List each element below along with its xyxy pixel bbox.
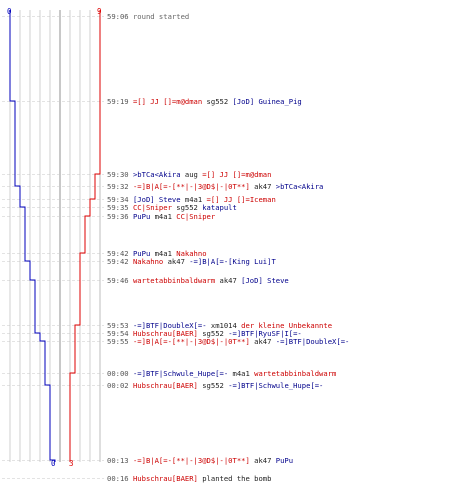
blue-player-name: >bTCa<Akira bbox=[132, 170, 181, 179]
event-row: 00:00 -=]BTF|Schwule_Hupe[=- m4a1 wartet… bbox=[107, 369, 336, 379]
red-player-name: =[] JJ []=Iceman bbox=[206, 195, 276, 204]
event-row: 59:54 Hubschrau[BAER] sg552 -=]BTF|RyuSF… bbox=[107, 329, 302, 339]
red-start-score: 9 bbox=[97, 7, 102, 16]
blue-player-name: >bTCa<Akira bbox=[275, 182, 324, 191]
blue-player-name: -=]BTF|DoubleX[=- bbox=[275, 337, 350, 346]
event-text: ak47 bbox=[215, 276, 242, 285]
red-player-name: Nakahno bbox=[176, 249, 207, 258]
event-time: 59:42 bbox=[107, 257, 133, 266]
event-text: sg552 bbox=[202, 97, 233, 106]
event-time: 59:19 bbox=[107, 97, 133, 106]
red-player-name: =[] JJ []=m@dman bbox=[202, 170, 272, 179]
event-row: 59:55 -=]B|A[=-[**|-|3@D$|-|0T**] ak47 -… bbox=[107, 337, 349, 347]
red-player-name: CC|Sniper bbox=[176, 212, 216, 221]
event-time: 00:13 bbox=[107, 456, 133, 465]
event-text: aug bbox=[180, 170, 203, 179]
red-player-name: -=]B|A[=-[**|-|3@D$|-|0T**] bbox=[132, 182, 250, 191]
event-time: 59:30 bbox=[107, 170, 133, 179]
event-text: ak47 bbox=[163, 257, 190, 266]
event-row: 59:42 Nakahno ak47 -=]B|A[=-[King Lui]T bbox=[107, 257, 276, 267]
event-row: 59:30 >bTCa<Akira aug =[] JJ []=m@dman bbox=[107, 170, 271, 180]
blue-start-score: 0 bbox=[7, 7, 12, 16]
red-player-name: wartetabbinbaldwarm bbox=[254, 369, 337, 378]
event-text: ak47 bbox=[249, 337, 276, 346]
event-time: 59:35 bbox=[107, 203, 133, 212]
red-player-name: Hubschrau[BAER] bbox=[132, 329, 198, 338]
event-text: ak47 bbox=[249, 182, 276, 191]
blue-player-name: -=]BTF|RyuSF|I[=- bbox=[228, 329, 302, 338]
event-row: 59:53 -=]BTF|DoubleX[=- xm1014 der klein… bbox=[107, 321, 332, 331]
blue-player-name: [JoD] Guinea_Pig bbox=[232, 97, 302, 106]
event-text: sg552 bbox=[171, 203, 203, 212]
event-row: 59:06 round started bbox=[107, 12, 189, 22]
red-player-name: der kleine Unbekannte bbox=[241, 321, 333, 330]
event-text: sg552 bbox=[197, 381, 229, 390]
blue-player-name: -=]BTF|DoubleX[=- bbox=[132, 321, 207, 330]
red-player-name: =[] JJ []=m@dman bbox=[132, 97, 203, 106]
blue-player-name: PuPu bbox=[132, 249, 151, 258]
red-player-name: CC|Sniper bbox=[132, 203, 172, 212]
event-text: m4a1 bbox=[150, 249, 177, 258]
event-time: 59:54 bbox=[107, 329, 133, 338]
event-time: 59:34 bbox=[107, 195, 133, 204]
event-row: 59:19 =[] JJ []=m@dman sg552 [JoD] Guine… bbox=[107, 97, 302, 107]
event-text: sg552 bbox=[197, 329, 229, 338]
event-row: 00:13 -=]B|A[=-[**|-|3@D$|-|0T**] ak47 P… bbox=[107, 456, 293, 466]
red-end-score: 3 bbox=[69, 459, 74, 468]
event-time: 00:00 bbox=[107, 369, 133, 378]
red-player-name: -=]B|A[=-[**|-|3@D$|-|0T**] bbox=[132, 456, 250, 465]
blue-player-name: -=]BTF|Schwule_Hupe[=- bbox=[132, 369, 229, 378]
event-time: 59:36 bbox=[107, 212, 133, 221]
event-time: 59:46 bbox=[107, 276, 133, 285]
event-time: 59:06 bbox=[107, 12, 133, 21]
event-time: 59:53 bbox=[107, 321, 133, 330]
red-player-name: wartetabbinbaldwarm bbox=[132, 276, 216, 285]
event-text: round started bbox=[132, 12, 190, 21]
event-text: m4a1 bbox=[180, 195, 207, 204]
blue-player-name: -=]B|A[=-[King Lui]T bbox=[189, 257, 276, 266]
event-time: 59:42 bbox=[107, 249, 133, 258]
blue-player-name: PuPu bbox=[275, 456, 294, 465]
blue-player-name: [JoD] Steve bbox=[241, 276, 289, 285]
event-text: m4a1 bbox=[150, 212, 177, 221]
event-text: xm1014 bbox=[206, 321, 242, 330]
event-row: 59:46 wartetabbinbaldwarm ak47 [JoD] Ste… bbox=[107, 276, 289, 286]
event-time: 00:02 bbox=[107, 381, 133, 390]
red-team-alive-line bbox=[69, 10, 101, 462]
event-text: planted the bomb bbox=[197, 474, 272, 483]
red-player-name: Nakahno bbox=[132, 257, 164, 266]
red-player-name: Hubschrau[BAER] bbox=[132, 474, 198, 483]
event-time: 59:32 bbox=[107, 182, 133, 191]
event-row: 59:32 -=]B|A[=-[**|-|3@D$|-|0T**] ak47 >… bbox=[107, 182, 323, 192]
blue-player-name: -=]BTF|Schwule_Hupe[=- bbox=[228, 381, 324, 390]
event-time: 00:16 bbox=[107, 474, 133, 483]
red-player-name: Hubschrau[BAER] bbox=[132, 381, 198, 390]
event-text: m4a1 bbox=[228, 369, 255, 378]
blue-end-score: 0 bbox=[51, 459, 56, 468]
event-row: 00:16 Hubschrau[BAER] planted the bomb bbox=[107, 474, 271, 484]
event-row: 59:34 [JoD] Steve m4a1 =[] JJ []=Iceman bbox=[107, 195, 276, 205]
blue-player-name: katapult bbox=[202, 203, 237, 212]
blue-player-name: [JoD] Steve bbox=[132, 195, 181, 204]
blue-team-alive-line bbox=[9, 10, 56, 462]
event-row: 59:35 CC|Sniper sg552 katapult bbox=[107, 203, 237, 213]
event-row: 59:36 PuPu m4a1 CC|Sniper bbox=[107, 212, 215, 222]
event-time: 59:55 bbox=[107, 337, 133, 346]
event-row: 00:02 Hubschrau[BAER] sg552 -=]BTF|Schwu… bbox=[107, 381, 323, 391]
red-player-name: -=]B|A[=-[**|-|3@D$|-|0T**] bbox=[132, 337, 250, 346]
blue-player-name: PuPu bbox=[132, 212, 151, 221]
event-row: 59:42 PuPu m4a1 Nakahno bbox=[107, 249, 207, 259]
event-text: ak47 bbox=[249, 456, 276, 465]
